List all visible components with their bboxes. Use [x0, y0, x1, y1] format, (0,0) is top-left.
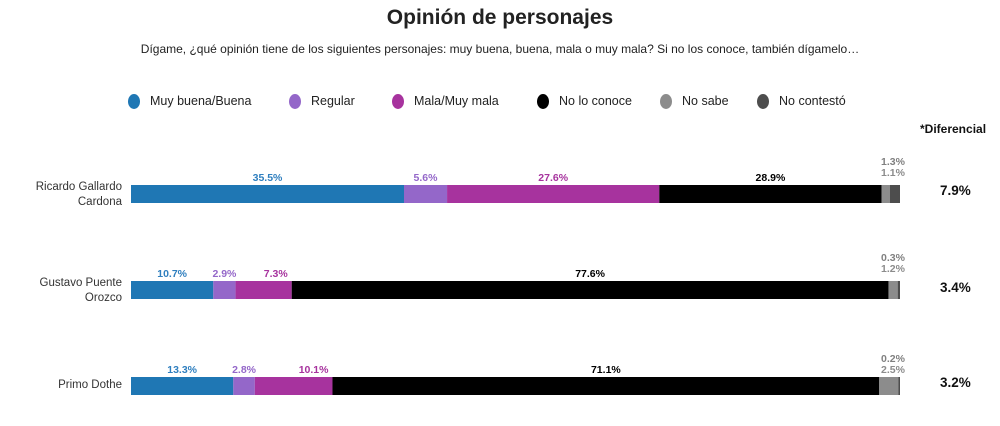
legend-swatch [757, 93, 769, 109]
bar-segment [131, 281, 214, 299]
legend-label: No sabe [682, 94, 729, 108]
bar-segment [447, 185, 660, 203]
bar-segment [233, 377, 255, 395]
row-label-line: Gustavo Puente [39, 277, 122, 289]
legend-label: Regular [311, 94, 355, 108]
bar-segment [404, 185, 448, 203]
bar-segment [235, 281, 292, 299]
data-label: 0.2% [881, 353, 906, 365]
data-label: 35.5% [253, 172, 283, 184]
data-label: 0.3% [881, 252, 906, 264]
data-label: 2.9% [212, 268, 237, 280]
data-label: 27.6% [538, 172, 568, 184]
bar-segment [879, 377, 899, 395]
bar-segment [897, 281, 900, 299]
row-label-line: Cardona [77, 196, 122, 208]
bar-segment [890, 185, 900, 203]
row-label-line: Primo Dothe [58, 379, 122, 391]
bar-segment [888, 281, 898, 299]
row-label-line: Ricardo Gallardo [35, 181, 122, 193]
row-label-2: Primo Dothe [10, 378, 122, 393]
bar-segment [881, 185, 890, 203]
data-label: 2.8% [232, 364, 257, 376]
differential-value-2: 3.2% [940, 375, 971, 390]
bar-row-1: 10.7% 2.9% 7.3% 77.6% 1.2%0.3% [131, 252, 906, 299]
data-label: 1.1% [881, 167, 906, 179]
legend-swatch [289, 93, 301, 109]
legend-item-no-sabe: No sabe [660, 91, 729, 111]
data-label: 7.3% [264, 268, 289, 280]
legend-label: No lo conoce [559, 94, 632, 108]
differential-value-0: 7.9% [940, 183, 971, 198]
bar-row-2: 13.3% 2.8% 10.1% 71.1% 2.5%0.2% [131, 353, 906, 395]
row-label-0: Ricardo Gallardo Cardona [10, 180, 122, 210]
legend-label: Muy buena/Buena [150, 94, 252, 108]
legend: Muy buena/Buena Regular Mala/Muy mala No… [0, 91, 1000, 111]
bar-segment [213, 281, 236, 299]
legend-swatch [392, 93, 404, 109]
legend-swatch [660, 93, 672, 109]
legend-item-mala: Mala/Muy mala [392, 91, 499, 111]
data-label: 71.1% [591, 364, 621, 376]
chart-title: Opinión de personajes [386, 6, 614, 29]
data-label: 10.1% [299, 364, 329, 376]
data-label: 77.6% [575, 268, 605, 280]
bar-segment [254, 377, 333, 395]
row-label-line: Orozco [84, 292, 122, 304]
legend-label: Mala/Muy mala [414, 94, 499, 108]
legend-swatch [537, 93, 549, 109]
bar-segment [659, 185, 882, 203]
legend-item-no-lo-conoce: No lo conoce [537, 91, 632, 111]
data-label: 5.6% [414, 172, 439, 184]
data-label: 1.2% [881, 263, 906, 275]
bar-segment [131, 185, 404, 203]
row-label-1: Gustavo Puente Orozco [10, 276, 122, 306]
data-label: 10.7% [157, 268, 187, 280]
legend-item-regular: Regular [289, 91, 355, 111]
legend-item-muy-buena: Muy buena/Buena [128, 91, 251, 111]
legend-label: No contestó [779, 94, 846, 108]
legend-item-no-contesto: No contestó [757, 91, 846, 111]
chart-subtitle: Dígame, ¿qué opinión tiene de los siguie… [140, 42, 860, 56]
bar-segment [332, 377, 880, 395]
bar-segment [291, 281, 889, 299]
differential-value-1: 3.4% [940, 280, 971, 295]
bar-segment [131, 377, 234, 395]
bar-row-0: 35.5% 5.6% 27.6% 28.9% 1.1%1.3% [131, 156, 906, 203]
differential-header: *Diferencial [920, 122, 987, 136]
data-label: 1.3% [881, 156, 906, 168]
data-label: 2.5% [881, 364, 906, 376]
legend-swatch [128, 93, 140, 109]
data-label: 13.3% [167, 364, 197, 376]
bar-segment [898, 377, 900, 395]
data-label: 28.9% [756, 172, 786, 184]
